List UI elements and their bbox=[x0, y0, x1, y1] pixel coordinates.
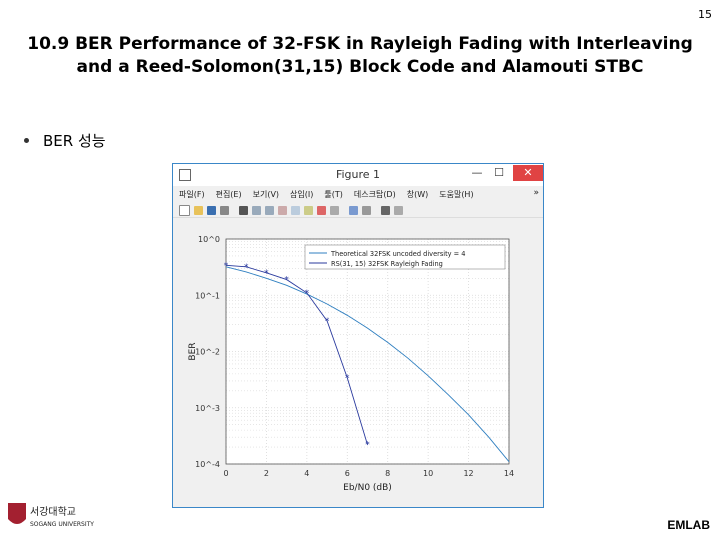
y-axis-label: BER bbox=[188, 342, 198, 360]
edit-plot-icon[interactable] bbox=[239, 205, 248, 215]
pan-icon[interactable] bbox=[278, 205, 287, 215]
data-point-marker: * bbox=[365, 441, 370, 451]
x-tick-label: 4 bbox=[304, 469, 309, 478]
link-icon[interactable] bbox=[330, 205, 339, 215]
rotate-icon[interactable] bbox=[291, 205, 300, 215]
save-icon[interactable] bbox=[207, 205, 216, 215]
maximize-button[interactable]: ☐ bbox=[494, 166, 504, 179]
data-point-marker: * bbox=[325, 317, 330, 327]
brush-icon[interactable] bbox=[317, 205, 326, 215]
title-line-1: 10.9 BER Performance of 32-FSK in Raylei… bbox=[27, 34, 693, 54]
legend-label: Theoretical 32FSK uncoded diversity = 4 bbox=[330, 250, 466, 258]
data-point-marker: * bbox=[244, 263, 249, 273]
slide-title: 10.9 BER Performance of 32-FSK in Raylei… bbox=[0, 33, 720, 79]
legend-label: RS(31, 15) 32FSK Rayleigh Fading bbox=[331, 260, 443, 268]
bullet-text: BER 성능 bbox=[43, 132, 106, 150]
shield-icon bbox=[8, 503, 26, 524]
x-tick-label: 14 bbox=[504, 469, 514, 478]
figure-titlebar[interactable]: Figure 1 — ☐ ✕ bbox=[173, 164, 543, 186]
menu-overflow-icon[interactable]: » bbox=[533, 188, 539, 198]
data-point-marker: * bbox=[305, 289, 310, 299]
bullet-item: BER 성능 bbox=[24, 130, 106, 151]
y-tick-label: 10^-2 bbox=[195, 348, 220, 357]
menu-view[interactable]: 보기(V) bbox=[252, 189, 280, 199]
hide-tools-icon[interactable] bbox=[381, 205, 390, 215]
colorbar-icon[interactable] bbox=[349, 205, 358, 215]
menu-edit[interactable]: 편집(E) bbox=[215, 189, 242, 199]
data-point-marker: * bbox=[264, 269, 269, 279]
university-logo: 서강대학교 SOGANG UNIVERSITY bbox=[8, 503, 94, 528]
menu-insert[interactable]: 삽입(I) bbox=[290, 189, 314, 199]
menu-window[interactable]: 창(W) bbox=[406, 189, 429, 199]
x-tick-label: 10 bbox=[423, 469, 433, 478]
data-point-marker: * bbox=[284, 276, 289, 286]
minimize-button[interactable]: — bbox=[471, 166, 483, 179]
ber-chart: 0 2 4 6 8 10 12 14 10^0 10^-1 10^-2 10^-3 10^-4 Eb/N0… bbox=[188, 235, 514, 493]
figure-window[interactable]: Figure 1 — ☐ ✕ 파일(F) 편집(E) 보기(V) 삽입(I) 툴… bbox=[172, 163, 544, 508]
menu-help[interactable]: 도움말(H) bbox=[439, 189, 474, 199]
page-number: 15 bbox=[698, 8, 712, 21]
series-line bbox=[225, 266, 510, 462]
axes-box bbox=[225, 238, 510, 465]
legend-box bbox=[304, 244, 506, 270]
series-line bbox=[225, 264, 368, 445]
close-button[interactable]: ✕ bbox=[513, 165, 543, 181]
data-point-marker: * bbox=[224, 261, 229, 271]
y-tick-label: 10^-3 bbox=[195, 404, 220, 413]
data-cursor-icon[interactable] bbox=[304, 205, 313, 215]
bullet-dot-icon bbox=[24, 138, 29, 143]
y-tick-label: 10^0 bbox=[198, 235, 220, 244]
new-figure-icon[interactable] bbox=[179, 204, 190, 216]
y-tick-label: 10^-4 bbox=[195, 460, 220, 469]
y-tick-label: 10^-1 bbox=[195, 291, 220, 300]
open-icon[interactable] bbox=[194, 205, 203, 215]
x-axis-label: Eb/N0 (dB) bbox=[343, 483, 392, 493]
show-tools-icon[interactable] bbox=[394, 205, 403, 215]
menu-desktop[interactable]: 데스크탑(D) bbox=[353, 189, 396, 199]
figure-toolbar bbox=[173, 203, 543, 218]
data-point-marker: * bbox=[345, 374, 350, 384]
logo-subtext: SOGANG UNIVERSITY bbox=[30, 521, 94, 528]
figure-menubar: 파일(F) 편집(E) 보기(V) 삽입(I) 툴(T) 데스크탑(D) 창(W… bbox=[173, 186, 543, 202]
x-tick-label: 6 bbox=[345, 469, 350, 478]
menu-tools[interactable]: 툴(T) bbox=[324, 189, 343, 199]
x-tick-label: 8 bbox=[385, 469, 390, 478]
menu-file[interactable]: 파일(F) bbox=[179, 189, 205, 199]
logo-text: 서강대학교 bbox=[30, 506, 76, 518]
x-tick-label: 12 bbox=[463, 469, 473, 478]
zoom-out-icon[interactable] bbox=[265, 205, 274, 215]
legend-icon[interactable] bbox=[362, 205, 371, 215]
x-tick-label: 2 bbox=[264, 469, 269, 478]
lab-name: EMLAB bbox=[667, 518, 710, 532]
figure-title: Figure 1 bbox=[335, 168, 381, 181]
figure-app-icon bbox=[179, 169, 191, 181]
print-icon[interactable] bbox=[220, 205, 229, 215]
zoom-in-icon[interactable] bbox=[252, 205, 261, 215]
x-tick-label: 0 bbox=[223, 469, 228, 478]
title-line-2: and a Reed-Solomon(31,15) Block Code and… bbox=[76, 57, 644, 77]
